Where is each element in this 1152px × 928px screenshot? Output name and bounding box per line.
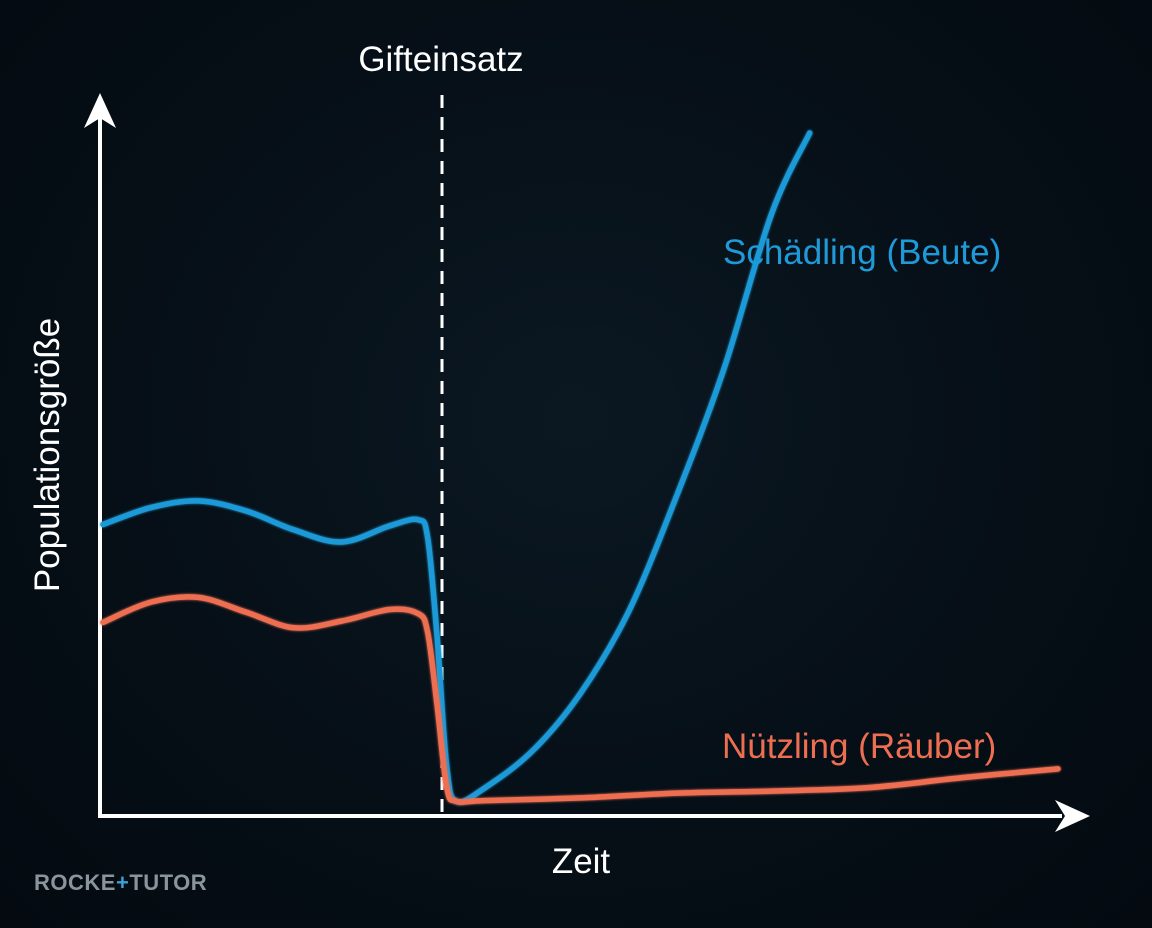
x-axis-label: Zeit — [552, 842, 611, 881]
brand-logo: ROCKE+TUTOR — [34, 870, 208, 895]
series-label-nuetzling: Nützling (Räuber) — [722, 727, 996, 766]
y-axis-arrow-icon — [84, 93, 116, 128]
series-line-nuetzling — [100, 594, 1061, 805]
series-label-schaedling: Schädling (Beute) — [723, 233, 1001, 272]
y-axis-label: Populationsgröße — [28, 318, 67, 592]
annotation-label: Gifteinsatz — [358, 40, 523, 79]
series-line-schaedling — [100, 130, 813, 805]
x-axis-arrow-icon — [1055, 800, 1090, 832]
